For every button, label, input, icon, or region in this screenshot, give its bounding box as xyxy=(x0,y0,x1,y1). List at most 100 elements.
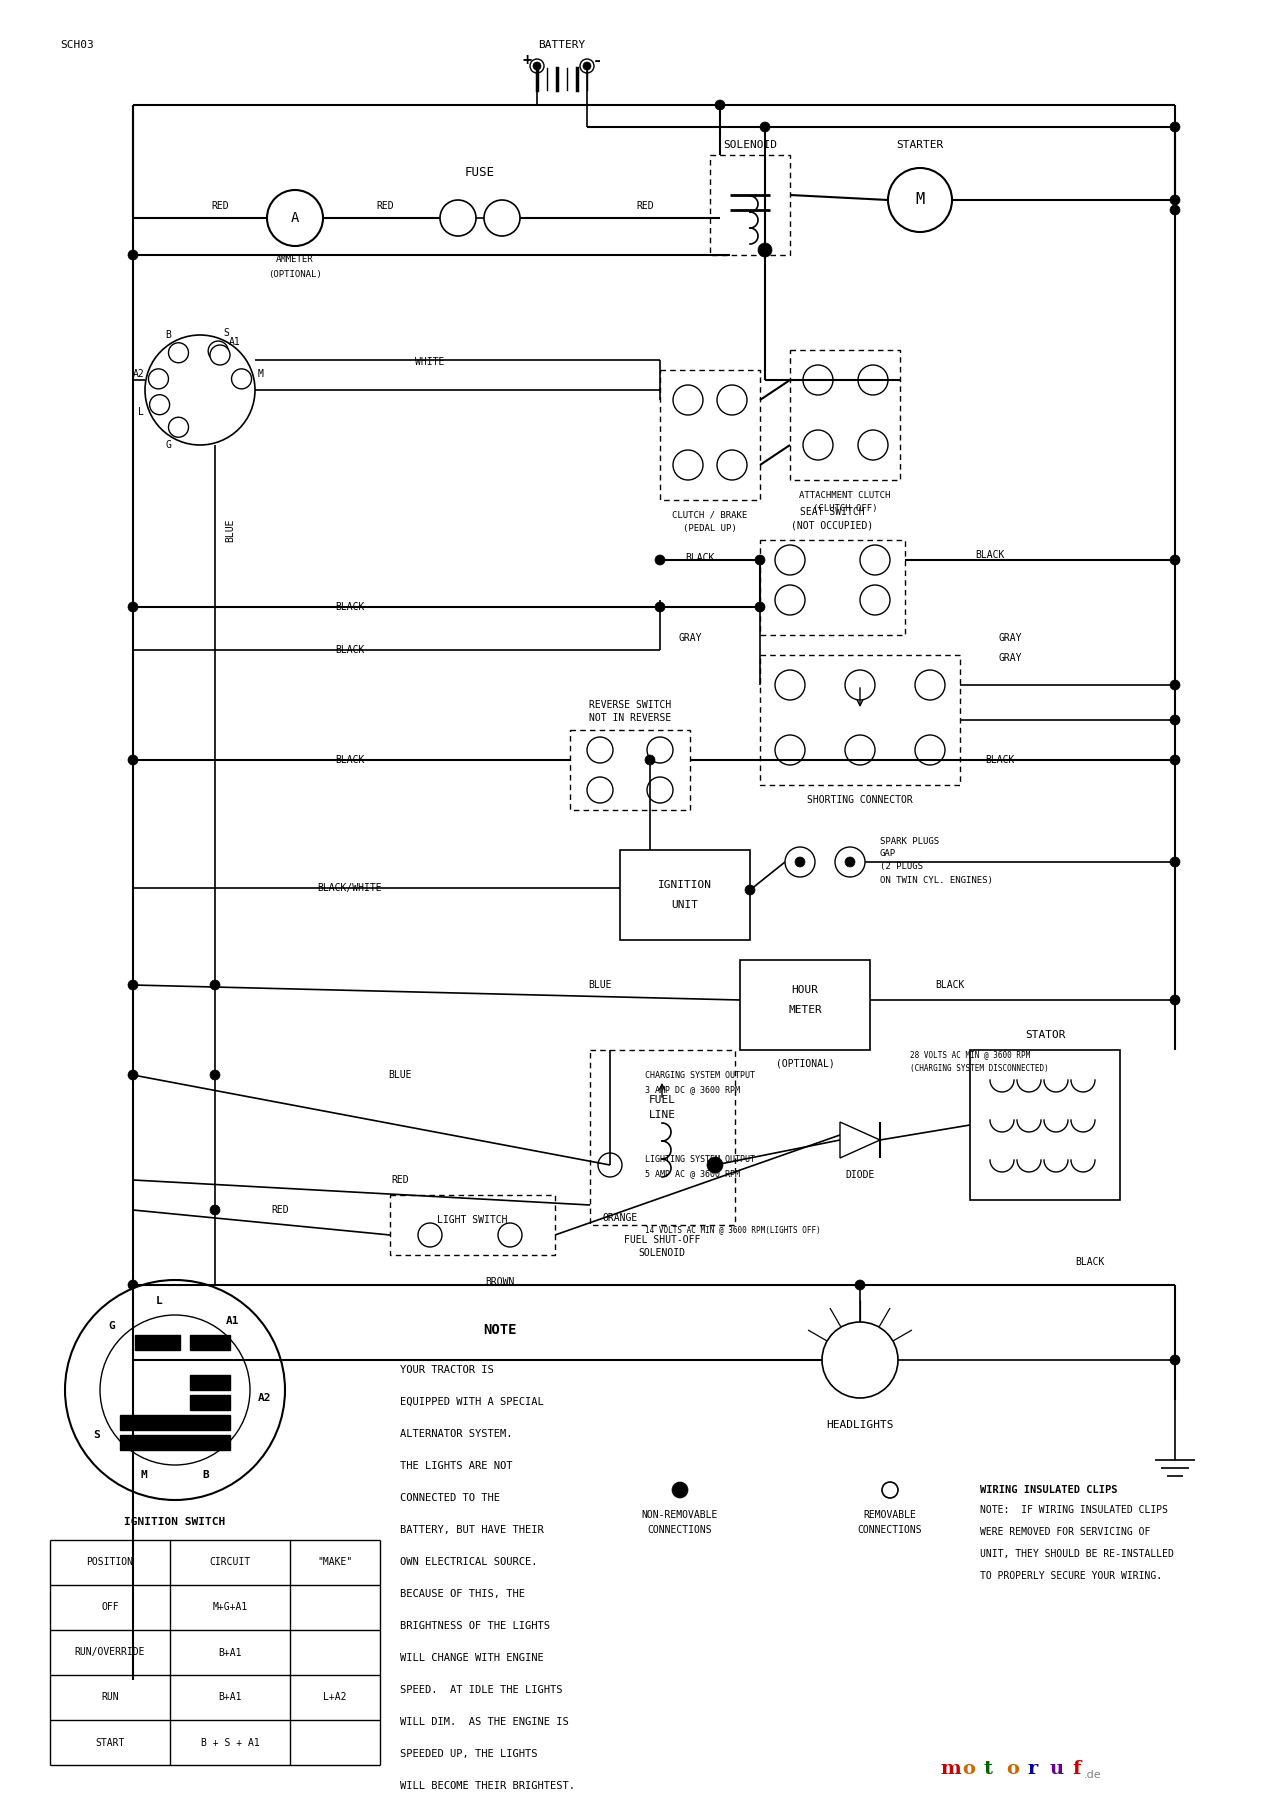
Circle shape xyxy=(647,736,673,763)
Text: 5 AMP AC @ 3600 RPM: 5 AMP AC @ 3600 RPM xyxy=(645,1170,740,1179)
Circle shape xyxy=(588,778,613,803)
Text: f: f xyxy=(1072,1760,1080,1778)
Circle shape xyxy=(1170,122,1180,131)
Text: LIGHT SWITCH: LIGHT SWITCH xyxy=(437,1215,508,1226)
Circle shape xyxy=(1170,1355,1180,1364)
Polygon shape xyxy=(190,1375,230,1390)
Text: (CHARGING SYSTEM DISCONNECTED): (CHARGING SYSTEM DISCONNECTED) xyxy=(910,1064,1048,1073)
Circle shape xyxy=(755,601,765,612)
Bar xyxy=(590,1049,735,1226)
Text: BLACK: BLACK xyxy=(335,754,364,765)
Bar xyxy=(660,371,760,500)
Text: CHARGING SYSTEM OUTPUT: CHARGING SYSTEM OUTPUT xyxy=(645,1071,755,1080)
Text: t: t xyxy=(983,1760,994,1778)
Bar xyxy=(791,349,900,481)
Circle shape xyxy=(775,734,805,765)
Text: CIRCUIT: CIRCUIT xyxy=(209,1557,250,1568)
Circle shape xyxy=(128,1280,138,1291)
Text: BATTERY: BATTERY xyxy=(538,40,585,50)
Circle shape xyxy=(714,101,725,110)
Text: RUN/OVERRIDE: RUN/OVERRIDE xyxy=(75,1647,145,1658)
Text: 3 AMP DC @ 3600 RPM: 3 AMP DC @ 3600 RPM xyxy=(645,1085,740,1094)
Circle shape xyxy=(128,601,138,612)
Circle shape xyxy=(858,430,888,461)
Polygon shape xyxy=(840,1121,879,1157)
Circle shape xyxy=(845,857,855,868)
Text: (OPTIONAL): (OPTIONAL) xyxy=(775,1058,835,1069)
Bar xyxy=(970,1049,1121,1201)
Bar xyxy=(390,1195,555,1255)
Text: HOUR: HOUR xyxy=(792,985,819,995)
Text: RED: RED xyxy=(636,202,654,211)
Text: o: o xyxy=(962,1760,975,1778)
Circle shape xyxy=(231,369,251,389)
Circle shape xyxy=(855,1280,865,1291)
Text: r: r xyxy=(1028,1760,1038,1778)
Text: STARTER: STARTER xyxy=(896,140,944,149)
Text: o: o xyxy=(1006,1760,1019,1778)
Circle shape xyxy=(266,191,324,247)
Circle shape xyxy=(209,346,230,365)
Text: BLUE: BLUE xyxy=(225,518,235,542)
Text: A2: A2 xyxy=(133,369,145,378)
Text: LINE: LINE xyxy=(648,1111,675,1120)
Text: CONNECTED TO THE: CONNECTED TO THE xyxy=(400,1492,500,1503)
Text: SPEEDED UP, THE LIGHTS: SPEEDED UP, THE LIGHTS xyxy=(400,1750,538,1759)
Text: REMOVABLE: REMOVABLE xyxy=(864,1510,916,1519)
Text: L+A2: L+A2 xyxy=(324,1692,346,1703)
Text: CLUTCH / BRAKE: CLUTCH / BRAKE xyxy=(673,511,747,520)
Text: OWN ELECTRICAL SOURCE.: OWN ELECTRICAL SOURCE. xyxy=(400,1557,538,1568)
Circle shape xyxy=(145,335,255,445)
Circle shape xyxy=(845,734,876,765)
Text: REVERSE SWITCH: REVERSE SWITCH xyxy=(589,700,671,709)
Text: SCH03: SCH03 xyxy=(60,40,94,50)
Text: BLACK: BLACK xyxy=(685,553,714,563)
Circle shape xyxy=(1170,554,1180,565)
Text: -: - xyxy=(593,52,602,67)
Text: SEAT SWITCH: SEAT SWITCH xyxy=(799,508,864,517)
Circle shape xyxy=(647,778,673,803)
Text: LIGHTING SYSTEM OUTPUT: LIGHTING SYSTEM OUTPUT xyxy=(645,1156,755,1165)
Text: G: G xyxy=(165,439,171,450)
Text: WILL DIM.  AS THE ENGINE IS: WILL DIM. AS THE ENGINE IS xyxy=(400,1717,569,1726)
Circle shape xyxy=(775,545,805,574)
Circle shape xyxy=(128,1355,138,1364)
Text: ON TWIN CYL. ENGINES): ON TWIN CYL. ENGINES) xyxy=(879,875,992,884)
Circle shape xyxy=(803,365,832,394)
Circle shape xyxy=(128,754,138,765)
Text: RED: RED xyxy=(376,202,393,211)
Text: RED: RED xyxy=(272,1204,289,1215)
Text: BLACK/WHITE: BLACK/WHITE xyxy=(317,884,382,893)
Text: BROWN: BROWN xyxy=(485,1276,515,1287)
Circle shape xyxy=(1170,715,1180,725)
Text: M: M xyxy=(915,193,925,207)
Text: A: A xyxy=(291,211,299,225)
Circle shape xyxy=(888,167,952,232)
Circle shape xyxy=(440,200,476,236)
Circle shape xyxy=(717,385,747,416)
Text: +: + xyxy=(523,52,532,67)
Text: STATOR: STATOR xyxy=(1025,1030,1065,1040)
Circle shape xyxy=(208,340,228,362)
Text: FUSE: FUSE xyxy=(464,167,495,180)
Circle shape xyxy=(794,857,805,868)
Text: ALTERNATOR SYSTEM.: ALTERNATOR SYSTEM. xyxy=(400,1429,513,1438)
Text: BLACK: BLACK xyxy=(935,979,964,990)
Text: A2: A2 xyxy=(258,1393,272,1402)
Circle shape xyxy=(580,59,594,74)
Text: SHORTING CONNECTOR: SHORTING CONNECTOR xyxy=(807,796,912,805)
Text: L: L xyxy=(138,407,143,416)
Text: B: B xyxy=(165,331,171,340)
Circle shape xyxy=(673,450,703,481)
Circle shape xyxy=(588,736,613,763)
Circle shape xyxy=(582,61,591,70)
Polygon shape xyxy=(135,1336,180,1350)
Circle shape xyxy=(1170,194,1180,205)
Text: (2 PLUGS: (2 PLUGS xyxy=(879,862,923,871)
Text: SPEED.  AT IDLE THE LIGHTS: SPEED. AT IDLE THE LIGHTS xyxy=(400,1685,562,1696)
Circle shape xyxy=(148,369,169,389)
Circle shape xyxy=(1170,995,1180,1004)
Circle shape xyxy=(169,418,189,437)
Circle shape xyxy=(100,1316,250,1465)
Text: SOLENOID: SOLENOID xyxy=(638,1247,685,1258)
